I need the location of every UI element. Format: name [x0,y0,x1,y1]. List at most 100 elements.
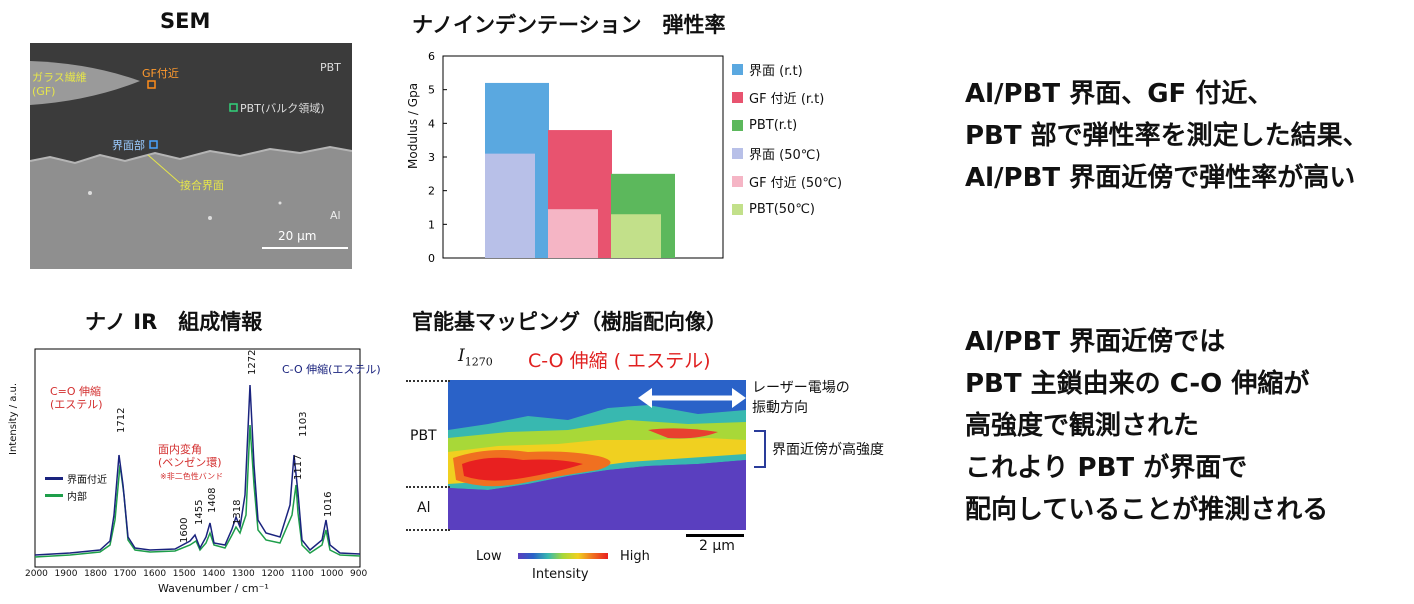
mapping-bracket [754,430,766,468]
summary-bottom-line-4: これより PBT が界面で [965,453,1248,483]
summary-bottom-line-2: PBT 主鎖由来の C-O 伸縮が [965,369,1310,399]
modulus-ytick-label: 5 [428,84,435,97]
ir-legend-swatch-inner [45,494,63,497]
modulus-legend-item: GF 付近 (r.t) [732,83,842,111]
modulus-legend-label: 界面 (r.t) [749,63,803,79]
modulus-ytick-label: 6 [428,50,435,63]
nano-title: ナノインデンテーション 弾性率 [412,13,726,37]
modulus-legend-item: PBT(50℃) [732,195,842,223]
modulus-legend-label: GF 付近 (50℃) [749,175,843,191]
summary-top-line-2: PBT 部で弾性率を測定した結果、 [965,121,1369,151]
ir-annotation-note: ※非二色性バンド [160,472,224,481]
modulus-bar-5 [548,209,598,258]
modulus-chart: 0 1 2 3 4 5 6 Modulus / Gpa [395,40,725,270]
ir-peak-1103: 1103 [298,411,309,437]
sem-title: SEM [160,9,211,33]
ir-xlabel: Wavenumber / cm⁻¹ [158,582,269,595]
ir-peak-1272: 1272 [247,349,258,375]
ir-xtick-label: 2000 [25,569,48,579]
sem-label-pbt-bulk: PBT(バルク領域) [240,102,325,115]
sem-label-gf-near: GF付近 [142,67,179,80]
ir-legend-swatch-interface [45,477,63,480]
ir-annotation-co-stretch: C-O 伸縮(エステル) [282,363,381,376]
sem-label-interface: 界面部 [112,139,145,152]
mapping-laser-label: レーザー電場の 振動方向 [752,380,850,416]
mapping-high-near: 界面近傍が高強度 [772,442,884,458]
modulus-legend-label: PBT(r.t) [749,117,798,133]
modulus-legend-item: PBT(r.t) [732,111,842,139]
modulus-legend-swatch [732,203,743,215]
modulus-legend-label: GF 付近 (r.t) [749,91,825,107]
ir-legend: 界面付近 内部 [45,471,107,503]
mapping-high-label: High [620,549,650,564]
ir-xtick-label: 1600 [143,569,167,579]
mapping-title: 官能基マッピング（樹脂配向像） [412,310,727,334]
modulus-legend: 界面 (r.t) GF 付近 (r.t) PBT(r.t) 界面 (50℃) GF 付近… [732,55,842,223]
mapping-color-scale [518,553,608,559]
mapping-label-al: Al [417,500,431,516]
sem-label-bond-interface: 接合界面 [180,179,224,192]
ir-title: ナノ IR 組成情報 [85,310,263,334]
summary-bottom-line-5: 配向していることが推測される [965,495,1329,525]
sem-scale-label: 20 μm [278,229,317,243]
ir-peak-1600: 1600 [179,517,190,543]
modulus-legend-swatch [732,91,743,103]
mapping-intensity-label: Intensity [532,567,589,582]
modulus-legend-swatch [732,175,743,187]
mapping-i-label: I1270 [458,346,493,368]
mapping-bottom-line [406,529,450,531]
modulus-ytick-label: 4 [428,117,435,130]
summary-top: Al/PBT 界面、GF 付近、 PBT 部で弾性率を測定した結果、 Al/PB… [965,73,1369,199]
ir-annotation-inplane: 面内変角 (ベンゼン環) [158,443,222,469]
summary-bottom-line-1: Al/PBT 界面近傍では [965,327,1226,357]
ir-legend-item-inner: 内部 [45,488,107,503]
modulus-legend-swatch [732,147,743,159]
modulus-legend-item: 界面 (r.t) [732,55,842,83]
sem-label-pbt: PBT [320,61,341,74]
modulus-ytick-label: 3 [428,151,435,164]
mapping-i-subscript: 1270 [464,355,493,369]
sem-image: ガラス繊維 (GF) GF付近 PBT(バルク領域) PBT 界面部 接合界面 … [29,43,353,269]
mapping-low-label: Low [476,549,502,564]
ir-peak-1016: 1016 [323,491,334,517]
ir-peak-1455: 1455 [194,499,205,525]
ir-peak-1712: 1712 [116,407,127,433]
modulus-legend-item: GF 付近 (50℃) [732,167,842,195]
ir-legend-label-inner: 内部 [67,492,87,503]
ir-xticks: 2000 1900 1800 1700 1600 1500 1400 1300 1200 1100… [10,569,370,581]
mapping-scale-bar [686,534,744,537]
ir-xtick-label: 900 [350,569,368,579]
sem-label-glass-fiber: ガラス繊維 (GF) [32,71,87,98]
mapping-heading: C-O 伸縮 ( エステル) [528,350,711,372]
ir-legend-item-interface: 界面付近 [45,471,107,486]
summary-top-line-3: Al/PBT 界面近傍で弾性率が高い [965,163,1356,193]
mapping-i-letter: I [458,346,465,366]
modulus-ylabel: Modulus / Gpa [406,82,420,169]
mapping-interface-line [406,486,450,488]
summary-bottom: Al/PBT 界面近傍では PBT 主鎖由来の C-O 伸縮が 高強度で観測され… [965,321,1328,531]
ir-xtick-label: 1900 [54,569,78,579]
summary-bottom-line-3: 高強度で観測された [965,411,1200,441]
modulus-ytick-label: 2 [428,185,435,198]
modulus-legend-swatch [732,63,743,75]
modulus-ytick-label: 0 [428,252,435,265]
modulus-legend-item: 界面 (50℃) [732,139,842,167]
modulus-ytick-label: 1 [428,218,435,231]
ir-xtick-label: 1400 [202,569,226,579]
modulus-legend-label: 界面 (50℃) [749,147,821,163]
ir-peak-1408: 1408 [207,487,218,513]
modulus-bar-4 [485,153,535,258]
mapping-top-line [406,380,450,382]
mapping-image [448,380,746,530]
ir-xtick-label: 1300 [231,569,255,579]
ir-annotation-co-ester: C=O 伸縮 (エステル) [50,385,103,411]
ir-xtick-label: 1500 [172,569,196,579]
summary-top-line-1: Al/PBT 界面、GF 付近、 [965,79,1274,109]
ir-xtick-label: 1800 [84,569,107,579]
mapping-label-pbt: PBT [410,428,437,444]
ir-peak-1117: 1117 [293,454,304,480]
ir-xtick-label: 1700 [113,569,137,579]
ir-peak-1318: 1318 [232,499,243,525]
modulus-legend-swatch [732,119,743,131]
sem-label-al: Al [330,209,341,222]
